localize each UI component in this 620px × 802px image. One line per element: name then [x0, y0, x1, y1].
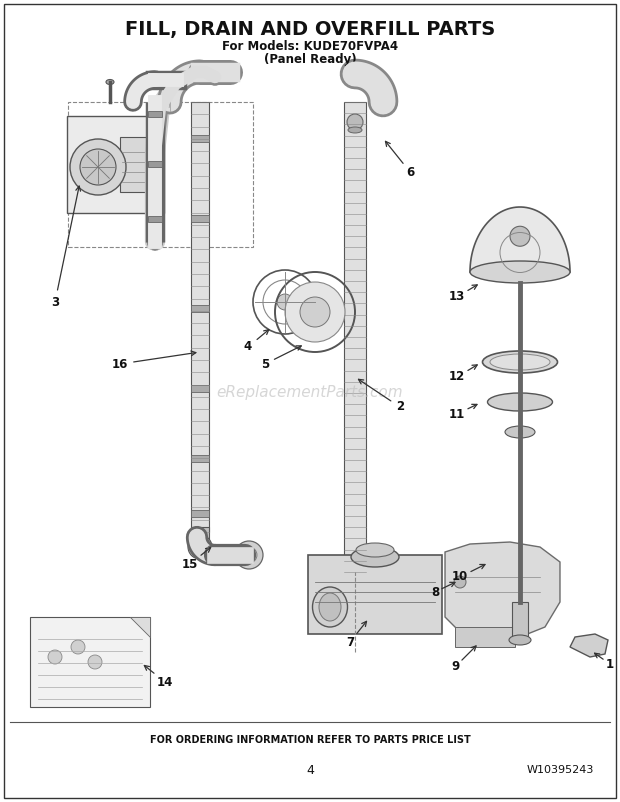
- Text: 3: 3: [51, 186, 81, 309]
- Bar: [148, 152, 162, 157]
- Text: 7: 7: [346, 622, 366, 649]
- Circle shape: [80, 149, 116, 185]
- Circle shape: [48, 650, 62, 664]
- Circle shape: [454, 576, 466, 588]
- Ellipse shape: [351, 547, 399, 567]
- Bar: [191, 215, 209, 222]
- Ellipse shape: [348, 127, 362, 133]
- Ellipse shape: [106, 79, 114, 84]
- Text: 14: 14: [144, 666, 173, 688]
- Bar: [455, 627, 515, 647]
- Text: 13: 13: [449, 285, 477, 303]
- Text: W10395243: W10395243: [526, 765, 594, 775]
- Circle shape: [300, 297, 330, 327]
- Text: (Panel Ready): (Panel Ready): [264, 52, 356, 66]
- Text: 6: 6: [386, 141, 414, 179]
- Circle shape: [71, 640, 85, 654]
- Circle shape: [70, 139, 126, 195]
- Bar: [148, 216, 162, 222]
- FancyBboxPatch shape: [67, 116, 164, 213]
- Bar: [191, 135, 209, 142]
- Bar: [191, 385, 209, 392]
- Text: 15: 15: [182, 548, 211, 570]
- Text: 5: 5: [261, 346, 301, 371]
- Text: FOR ORDERING INFORMATION REFER TO PARTS PRICE LIST: FOR ORDERING INFORMATION REFER TO PARTS …: [149, 735, 471, 745]
- Ellipse shape: [509, 635, 531, 645]
- Ellipse shape: [470, 261, 570, 283]
- Polygon shape: [130, 617, 150, 637]
- Circle shape: [88, 655, 102, 669]
- Bar: [191, 510, 209, 517]
- Circle shape: [235, 541, 263, 569]
- Bar: [148, 187, 162, 192]
- Circle shape: [241, 547, 257, 563]
- Circle shape: [510, 226, 530, 246]
- Ellipse shape: [490, 354, 550, 370]
- Text: 12: 12: [449, 365, 477, 383]
- Bar: [191, 102, 209, 532]
- Bar: [344, 102, 366, 572]
- Text: 8: 8: [431, 582, 455, 598]
- Bar: [148, 162, 162, 242]
- Text: eReplacementParts.com: eReplacementParts.com: [216, 384, 404, 399]
- Polygon shape: [445, 542, 560, 637]
- Circle shape: [345, 562, 365, 582]
- Bar: [512, 602, 528, 637]
- Bar: [191, 305, 209, 312]
- Ellipse shape: [319, 593, 341, 621]
- Polygon shape: [570, 634, 608, 657]
- Text: 16: 16: [112, 351, 196, 371]
- Ellipse shape: [505, 426, 535, 438]
- Bar: [120, 137, 158, 192]
- Bar: [148, 111, 162, 117]
- Bar: [148, 227, 162, 232]
- Polygon shape: [470, 207, 570, 272]
- Circle shape: [277, 294, 293, 310]
- Text: 9: 9: [451, 646, 476, 674]
- Text: 4: 4: [244, 330, 269, 354]
- Bar: [148, 161, 162, 167]
- Bar: [191, 455, 209, 462]
- Text: 1: 1: [595, 653, 614, 670]
- Ellipse shape: [487, 393, 552, 411]
- Ellipse shape: [356, 543, 394, 557]
- Bar: [30, 617, 150, 707]
- Bar: [191, 527, 209, 542]
- Text: For Models: KUDE70FVPA4: For Models: KUDE70FVPA4: [222, 40, 398, 54]
- Text: 10: 10: [452, 565, 485, 584]
- Ellipse shape: [312, 587, 347, 627]
- Bar: [68, 102, 253, 247]
- Circle shape: [347, 114, 363, 130]
- Circle shape: [188, 535, 212, 559]
- Text: FILL, DRAIN AND OVERFILL PARTS: FILL, DRAIN AND OVERFILL PARTS: [125, 21, 495, 39]
- Text: 4: 4: [306, 764, 314, 776]
- Circle shape: [285, 282, 345, 342]
- Text: 2: 2: [358, 379, 404, 414]
- Text: 11: 11: [449, 404, 477, 420]
- Ellipse shape: [482, 351, 557, 373]
- FancyBboxPatch shape: [308, 555, 442, 634]
